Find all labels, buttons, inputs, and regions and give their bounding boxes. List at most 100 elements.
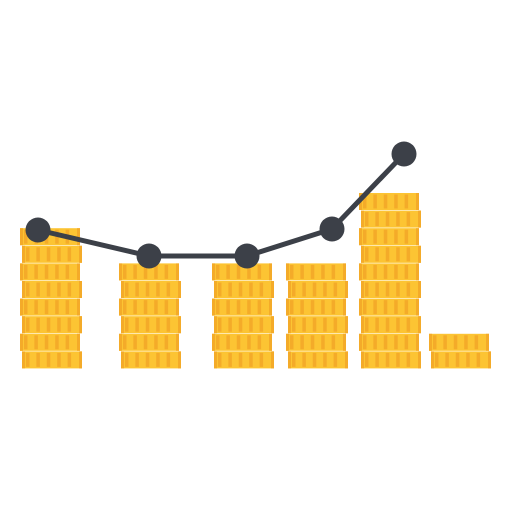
coin (361, 281, 421, 298)
coin-ridge (406, 247, 411, 262)
coin-edge (345, 316, 348, 334)
coin (429, 333, 489, 351)
coin-ridge (404, 335, 409, 350)
coin-ridge (145, 282, 150, 297)
coin-ridge (218, 317, 222, 332)
coin (286, 333, 346, 351)
coin-ridge (396, 317, 400, 332)
coin-edge (345, 281, 348, 298)
coin-edge (178, 351, 181, 369)
coin-edge (79, 281, 82, 298)
coin-ridge (394, 229, 398, 244)
trend-point-5 (391, 141, 417, 167)
coin-ridge (46, 282, 51, 297)
coin-ridge (396, 247, 400, 262)
coin-ridge (46, 317, 51, 332)
coin-edge (119, 333, 122, 351)
coin-edge (22, 316, 25, 334)
coin-ridge (34, 300, 38, 315)
coin-ridge (228, 352, 232, 367)
coin-edge (359, 333, 362, 351)
coin-ridge (375, 282, 379, 297)
coin-ridge (464, 335, 468, 350)
coin-edge (288, 351, 291, 369)
coin-ridge (65, 264, 70, 279)
coin-ridge (292, 352, 296, 367)
coin-ridge (300, 335, 304, 350)
coin (121, 316, 181, 334)
coin-edge (343, 333, 346, 351)
coin-edge (20, 228, 23, 246)
coin-edge (269, 263, 272, 281)
coin-ridge (57, 317, 61, 332)
coin-ridge (333, 282, 338, 297)
coin-ridge (373, 229, 377, 244)
coin-ridge (145, 352, 150, 367)
coin-edge (121, 351, 124, 369)
coin-ridge (154, 300, 158, 315)
coin-ridge (373, 300, 377, 315)
coin (361, 316, 421, 334)
coin-edge (214, 351, 217, 369)
coin-ridge (36, 352, 40, 367)
coin-stack-4 (286, 263, 348, 369)
coin-ridge (453, 335, 458, 350)
coin-edge (288, 316, 291, 334)
coin-edge (359, 298, 362, 316)
coin-ridge (238, 352, 243, 367)
coin-stack-1 (20, 228, 82, 369)
coin (286, 298, 346, 316)
coin-edge (361, 210, 364, 228)
coin-ridge (26, 282, 30, 297)
coin-edge (486, 333, 489, 351)
coin-ridge (333, 352, 338, 367)
coin-ridge (365, 282, 369, 297)
coin-edge (271, 316, 274, 334)
coin-ridge (236, 335, 241, 350)
coin-ridge (257, 335, 262, 350)
coin-ridge (55, 335, 59, 350)
coin-ridge (310, 264, 315, 279)
coin (359, 263, 419, 281)
coin-ridge (404, 300, 409, 315)
coin-edge (212, 263, 215, 281)
trend-point-2 (136, 243, 162, 269)
coin-edge (361, 351, 364, 369)
coin (359, 193, 419, 210)
coin-ridge (404, 264, 409, 279)
coin-edge (343, 263, 346, 281)
coin-ridge (323, 352, 327, 367)
coin-ridge (216, 264, 220, 279)
coin-ridge (474, 335, 479, 350)
coin-ridge (290, 335, 294, 350)
coin-ridge (26, 352, 30, 367)
coin-ridge (247, 264, 251, 279)
coin-edge (176, 333, 179, 351)
coin-ridge (247, 300, 251, 315)
coin-edge (20, 298, 23, 316)
coin-stack-3 (212, 263, 274, 369)
coin-ridge (236, 300, 241, 315)
coin-ridge (292, 317, 296, 332)
coin-ridge (394, 335, 398, 350)
coin-ridge (164, 335, 169, 350)
coin-ridge (135, 317, 139, 332)
coin-ridge (46, 352, 51, 367)
coin-ridge (34, 264, 38, 279)
coin-edge (416, 263, 419, 281)
coin-ridge (36, 247, 40, 262)
coin-ridge (383, 335, 388, 350)
coin-edge (359, 263, 362, 281)
coin-edge (431, 351, 434, 369)
coin-edge (119, 298, 122, 316)
coin-ridge (65, 335, 70, 350)
coin-edge (119, 263, 122, 281)
coin-ridge (249, 317, 253, 332)
coin-edge (22, 281, 25, 298)
coin-ridge (154, 335, 158, 350)
coin-ridge (321, 300, 325, 315)
coin-ridge (67, 317, 72, 332)
coin-ridge (375, 247, 379, 262)
coin-ridge (385, 212, 390, 227)
coin-ridge (164, 264, 169, 279)
